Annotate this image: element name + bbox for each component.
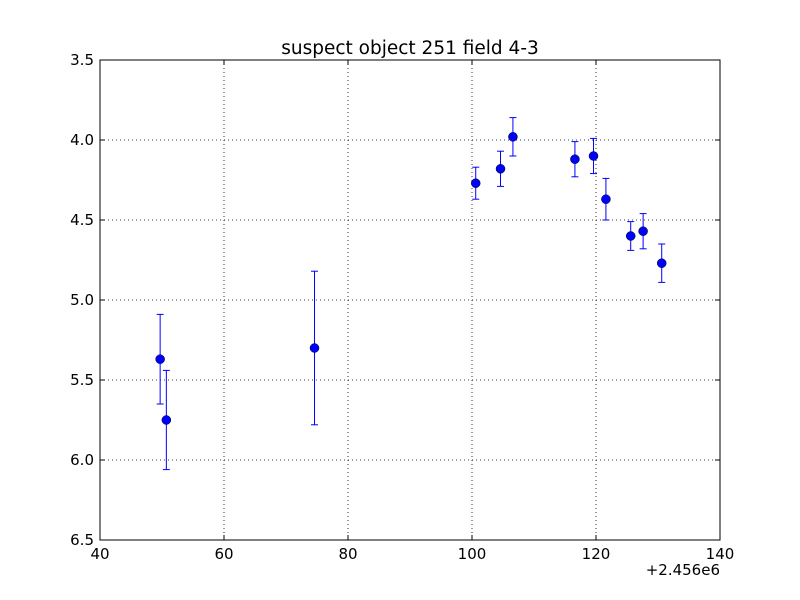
data-point-group [570,141,580,178]
data-point [625,231,636,241]
data-point [588,151,599,161]
x-axis-offset-label: +2.456e6 [646,561,720,579]
x-tick-label: 120 [582,545,611,563]
y-tick-label: 5.5 [70,371,94,389]
y-tick-label: 6.5 [70,531,94,549]
data-point [495,164,506,174]
data-point [161,415,172,425]
data-point-group [161,369,172,471]
y-tick-label: 6.0 [70,451,94,469]
data-series [155,117,667,471]
y-tick-label: 5.0 [70,291,94,309]
data-point-group [656,243,667,283]
data-point-group [625,221,636,251]
data-point [638,226,648,236]
data-point [570,154,580,164]
y-tick-label: 4.5 [70,211,94,229]
x-tick-label: 80 [338,545,357,563]
data-point-group [508,117,518,157]
data-point-group [309,270,320,426]
x-tick-label: 140 [706,545,735,563]
y-tick-label: 3.5 [70,51,94,69]
chart-title: suspect object 251 field 4-3 [281,38,539,59]
data-point [601,194,611,204]
x-tick-label: 60 [214,545,233,563]
data-point [309,343,320,353]
data-point-group [155,313,165,405]
data-point [155,354,165,364]
data-point-group [638,213,648,250]
data-point [656,258,667,268]
data-point [508,132,518,142]
data-point-group [495,150,506,187]
x-tick-label: 100 [458,545,487,563]
grid-lines [100,60,720,540]
x-tick-label: 40 [90,545,109,563]
data-point-group [601,177,611,221]
axis-ticks: 40 60 80 100 120 140 3.5 4.0 4.5 5.0 5.5 6.0 6.5 [70,51,734,563]
data-point [470,178,481,188]
y-tick-label: 4.0 [70,131,94,149]
data-point-group [470,166,481,200]
data-point-group [588,137,599,175]
